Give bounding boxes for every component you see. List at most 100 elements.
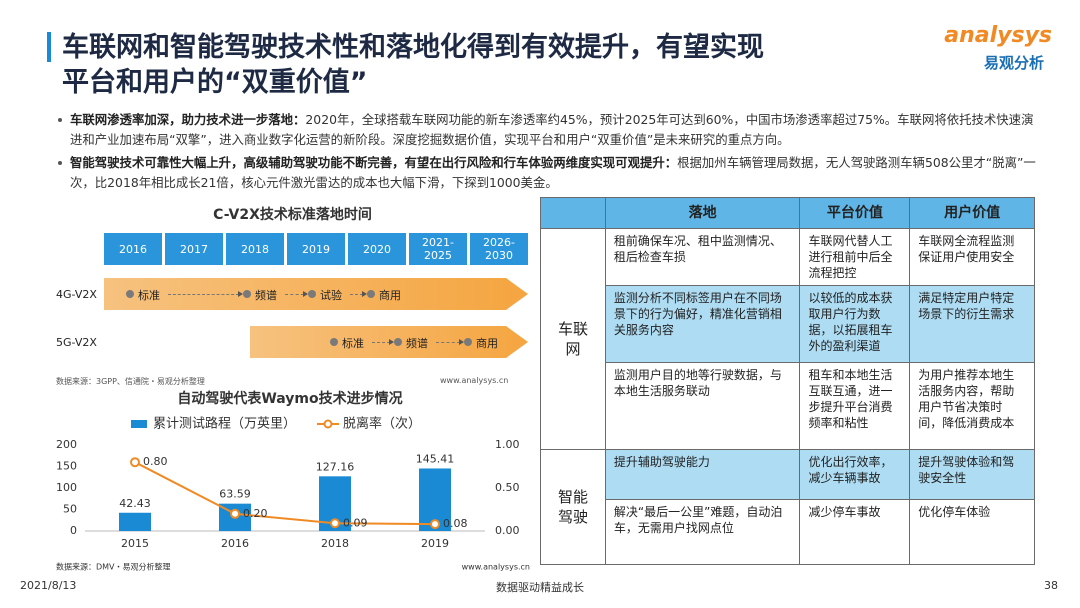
stage-arrow xyxy=(436,339,464,345)
table-cell: 以较低的成本获取用户行为数据，以拓展租车外的盈利渠道 xyxy=(799,285,911,363)
title-line: 车联网和智能驾驶技术性和落地化得到有效提升，有望实现 xyxy=(62,32,764,63)
data-label: 0.09 xyxy=(343,516,368,529)
bullet-text: 根据加州车辆管理局数据，无人驾驶路测车辆508公里才“脱离”一次，比2018年相… xyxy=(70,155,1036,190)
year-label: 2026-2030 xyxy=(483,236,515,262)
y2-tick-label: 1.00 xyxy=(495,438,520,451)
x-tick-label: 2015 xyxy=(121,537,149,550)
title-line: 平台和用户的“双重价值” xyxy=(62,67,368,98)
stage-label: 试验 xyxy=(320,289,342,302)
legend-swatch xyxy=(131,420,147,428)
data-label: 0.20 xyxy=(243,507,268,520)
slide-title: 车联网和智能驾驶技术性和落地化得到有效提升，有望实现 平台和用户的“双重价值” xyxy=(62,30,764,100)
stage-label: 标准 xyxy=(138,289,160,302)
year-box: 2019 xyxy=(287,233,345,265)
line xyxy=(134,461,436,526)
x-tick-label: 2016 xyxy=(221,537,249,550)
stage-dot xyxy=(394,338,402,346)
x-tick-label: 2018 xyxy=(321,537,349,550)
year-box: 2018 xyxy=(226,233,284,265)
header-row: 落地 平台价值 用户价值 xyxy=(540,197,1035,229)
source-site: www.analysys.cn xyxy=(462,563,530,572)
stage-arrow xyxy=(372,339,394,345)
y-tick-label: 200 xyxy=(56,438,77,451)
bullet-lead: 智能驾驶技术可靠性大幅上升，高级辅助驾驶功能不断完善，有望在出行风险和行车体验两… xyxy=(70,155,678,170)
year-label: 2017 xyxy=(180,242,208,256)
page-number: 38 xyxy=(1044,579,1058,592)
stage-dot xyxy=(367,290,375,298)
year-label: 2020 xyxy=(363,242,391,256)
header-cell: 平台价值 xyxy=(799,197,911,229)
year-label: 2019 xyxy=(302,242,330,256)
bullet-lead: 车联网渗透率加深，助力技术进一步落地： xyxy=(70,112,306,127)
source-site: www.analysys.cn xyxy=(440,376,509,385)
data-label: 63.59 xyxy=(219,488,251,501)
footer-date: 2021/8/13 xyxy=(20,579,77,592)
stage-label: 商用 xyxy=(476,337,498,350)
year-box: 2021-2025 xyxy=(409,233,467,265)
legend-label: 累计测试路程（万英里） xyxy=(153,416,296,432)
bullet-list: 车联网渗透率加深，助力技术进一步落地：2020年，全球搭载车联网功能的新车渗透率… xyxy=(56,110,1040,193)
source-note: 数据来源：DMV・易观分析整理 xyxy=(56,562,171,572)
value-table: 落地 平台价值 用户价值 车联网 租前确保车况、租中监测情况、租后检查车损 车联网代替人工… xyxy=(540,197,1035,565)
group-label: 智能驾驶 xyxy=(540,449,606,565)
bullet-text: 2020年，全球搭载车联网功能的新车渗透率约45%，预计2025年可达到60%，… xyxy=(70,112,1034,147)
stage-dot xyxy=(330,338,338,346)
chart-title: 自动驾驶代表Waymo技术进步情况 xyxy=(177,390,402,407)
group-label: 车联网 xyxy=(540,228,606,450)
table-cell: 解决“最后一公里”难题，自动泊车，无需用户找网点位 xyxy=(604,499,801,565)
title-accent xyxy=(47,32,51,62)
bullet-item: 智能驾驶技术可靠性大幅上升，高级辅助驾驶功能不断完善，有望在出行风险和行车体验两… xyxy=(56,153,1040,193)
table-cell: 租车和本地生活互联互通，进一步提升平台消费频率和粘性 xyxy=(799,362,911,450)
line-point xyxy=(230,508,240,519)
bullet-item: 车联网渗透率加深，助力技术进一步落地：2020年，全球搭载车联网功能的新车渗透率… xyxy=(56,110,1040,150)
year-label: 2016 xyxy=(119,242,147,256)
line-point xyxy=(430,519,440,530)
header-cell xyxy=(540,197,606,229)
data-label: 145.41 xyxy=(416,452,455,465)
table-row: 车联网 租前确保车况、租中监测情况、租后检查车损 车联网代替人工进行租前中后全流程把… xyxy=(540,228,1035,450)
y-tick-label: 0 xyxy=(70,524,77,537)
table-cell: 减少停车事故 xyxy=(799,499,911,565)
table-cell: 满足特定用户特定场景下的衍生需求 xyxy=(909,285,1035,363)
table-cell: 车联网全流程监测保证用户使用安全 xyxy=(909,228,1035,286)
data-label: 127.16 xyxy=(316,460,355,473)
table-cell: 优化停车体验 xyxy=(909,499,1035,565)
legend-label: 脱离率（次） xyxy=(343,416,421,432)
y2-tick-label: 0.00 xyxy=(495,524,520,537)
y-tick-label: 100 xyxy=(56,481,77,494)
source-note: 数据来源：3GPP、信通院・易观分析整理 xyxy=(56,377,205,386)
table-cell: 监测分析不同标签用户在不同场景下的行为偏好，精准化营销相关服务内容 xyxy=(604,285,801,363)
line-point xyxy=(330,518,340,529)
data-label: 0.08 xyxy=(443,517,468,530)
row-label: 5G-V2X xyxy=(56,336,97,349)
stage-dot xyxy=(243,290,251,298)
year-box: 2017 xyxy=(165,233,223,265)
stage-label: 频谱 xyxy=(255,289,277,302)
table-cell: 监测用户目的地等行驶数据，与本地生活服务联动 xyxy=(604,362,801,450)
stage-label: 商用 xyxy=(379,289,401,302)
year-label: 2018 xyxy=(241,242,269,256)
table-row: 监测用户目的地等行驶数据，与本地生活服务联动 租车和本地生活互联互通，进一步提升平… xyxy=(541,362,1035,450)
logo-text: 易观分析 xyxy=(983,54,1044,72)
table-cell: 提升驾驶体验和驾驶安全性 xyxy=(909,449,1035,500)
data-label: 42.43 xyxy=(119,497,151,510)
stage-dot xyxy=(464,338,472,346)
footer-slogan: 数据驱动精益成长 xyxy=(496,581,584,594)
logo: analysys xyxy=(944,23,1052,48)
x-tick-label: 2019 xyxy=(421,537,449,550)
legend-swatch xyxy=(323,419,333,429)
year-label: 2021-2025 xyxy=(422,236,454,262)
stage-dot xyxy=(308,290,316,298)
year-box: 2016 xyxy=(104,233,162,265)
stage-dot xyxy=(126,290,134,298)
table-row: 监测分析不同标签用户在不同场景下的行为偏好，精准化营销相关服务内容 以较低的成本获… xyxy=(541,285,1035,363)
y-tick-label: 150 xyxy=(56,460,77,473)
y2-tick-label: 0.50 xyxy=(495,481,520,494)
stage-arrow xyxy=(350,291,367,297)
table-row: 智能驾驶 提升辅助驾驶能力 优化出行效率，减少车辆事故 提升驾驶体验和驾驶安全性 xyxy=(540,449,1035,565)
stage-label: 频谱 xyxy=(406,337,428,350)
chart: 自动驾驶代表Waymo技术进步情况 0 50 100 150 200 0.00 0.50 1.0… xyxy=(56,390,530,572)
stage-arrow xyxy=(168,291,243,297)
table-cell: 为用户推荐本地生活服务内容，帮助用户节省决策时间，降低消费成本 xyxy=(909,362,1035,450)
